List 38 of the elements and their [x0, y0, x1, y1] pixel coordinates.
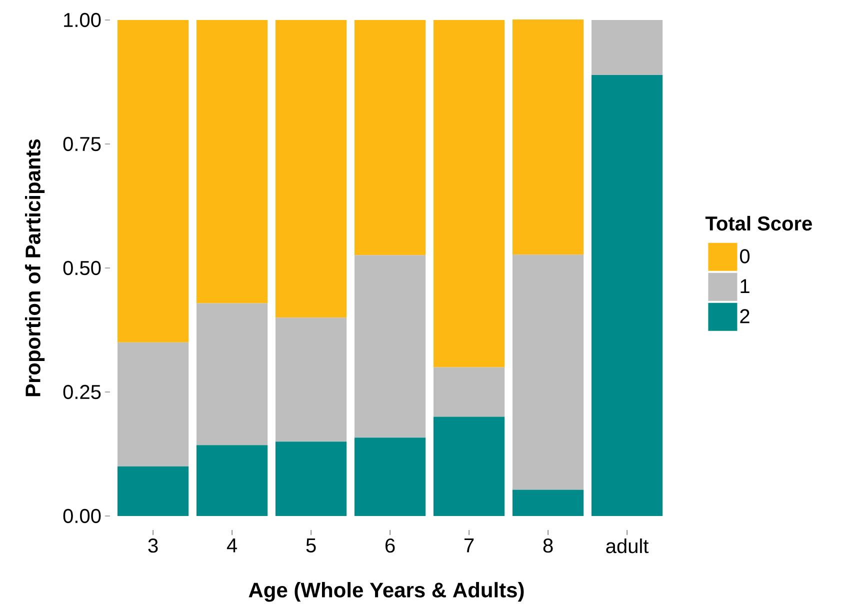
y-tick-label: 0.50 [63, 260, 101, 276]
bar [354, 20, 426, 256]
bar [118, 342, 189, 466]
bar [434, 367, 505, 417]
bar [354, 438, 426, 516]
bar [434, 416, 505, 516]
bar [118, 466, 189, 516]
x-tick-label: 4 [226, 538, 238, 552]
bar [118, 20, 189, 342]
x-tick-label: 5 [306, 538, 316, 552]
y-tick-label: 0.75 [63, 136, 101, 152]
x-tick-label: 3 [148, 538, 158, 553]
bar [512, 490, 584, 516]
x-tick-label: 6 [386, 538, 395, 553]
y-tick-label: 1.00 [64, 12, 101, 28]
x-tick-label: 8 [543, 538, 553, 553]
x-tick-label: 7 [464, 538, 474, 552]
y-axis-title: Proportion of Participants [25, 139, 45, 396]
x-tick-label: adult [606, 538, 649, 554]
y-tick-label: 0.00 [63, 508, 101, 524]
x-axis-title: Age (Whole Years & Adults) [248, 582, 524, 602]
legend-label: 0 [740, 249, 750, 264]
bar [196, 303, 268, 446]
bar [354, 255, 426, 438]
bar [276, 20, 347, 318]
legend-label: 1 [740, 279, 750, 294]
legend-label: 2 [740, 309, 750, 324]
bar [196, 20, 268, 304]
bar [592, 20, 663, 76]
y-tick-label: 0.25 [63, 384, 101, 400]
bar [196, 445, 268, 516]
bar [512, 20, 584, 255]
bar [276, 318, 347, 442]
legend-title: Total Score [705, 216, 812, 231]
bar [276, 442, 347, 516]
bar [512, 254, 584, 490]
bar [434, 20, 505, 368]
bar [592, 75, 663, 516]
